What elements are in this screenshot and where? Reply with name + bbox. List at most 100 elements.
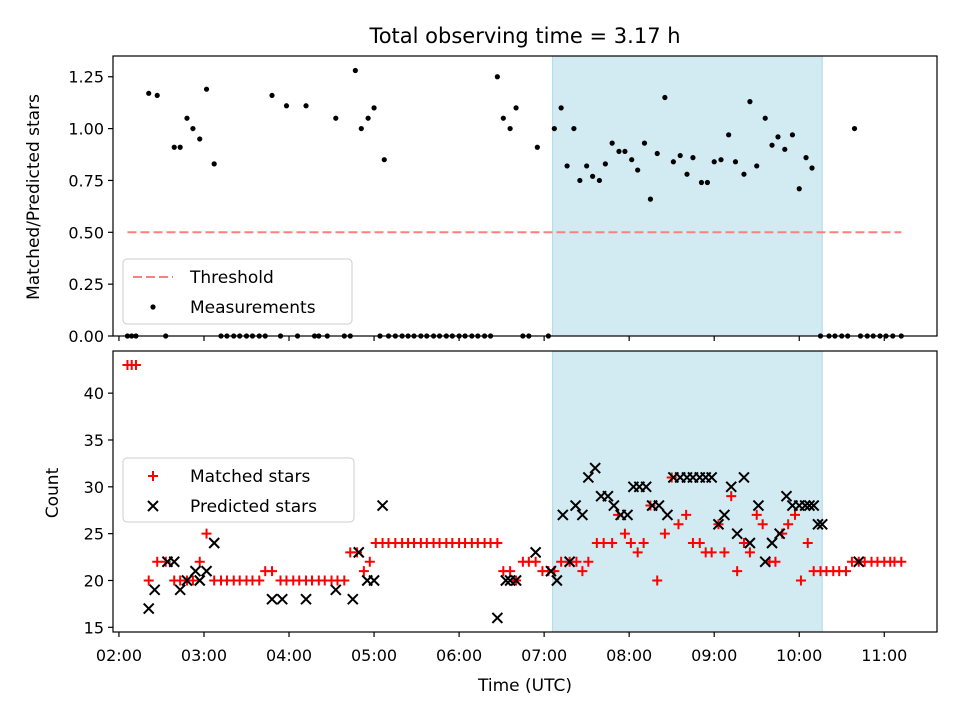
predicted-point <box>510 574 522 587</box>
measurement-point <box>171 144 177 150</box>
panel-frame <box>112 55 938 337</box>
measurement-point <box>775 134 781 140</box>
y-tick-label: 0.25 <box>68 275 104 294</box>
matched-point <box>673 519 684 530</box>
predicted-point <box>368 574 380 587</box>
predicted-point <box>725 481 737 493</box>
legend-label: Matched stars <box>190 467 310 487</box>
matched-point <box>352 547 363 558</box>
predicted-point <box>816 518 828 530</box>
y-tick-label: 20 <box>84 571 104 590</box>
y-tick-label: 15 <box>84 618 104 637</box>
measurement-point <box>571 125 577 132</box>
legend-predicted-swatch <box>147 500 159 512</box>
measurement-point <box>365 115 371 121</box>
matched-point <box>201 528 212 539</box>
matched-point <box>194 556 205 567</box>
measurement-point <box>803 155 809 161</box>
chart-title: Total observing time = 3.17 h <box>368 24 680 48</box>
matched-point <box>577 566 588 577</box>
predicted-point <box>576 509 589 521</box>
measurement-point <box>500 115 506 121</box>
y-tick-label: 35 <box>84 431 104 450</box>
measurement-point <box>677 152 683 159</box>
matched-point <box>795 575 806 586</box>
predicted-point <box>143 602 155 615</box>
measurement-point <box>513 105 519 111</box>
measurement-point <box>303 103 309 109</box>
measurement-point <box>333 115 339 121</box>
measurement-point <box>622 148 628 155</box>
predicted-point <box>738 471 750 484</box>
bottom-y-axis-label: Count <box>43 467 63 518</box>
x-tick-label: 04:00 <box>266 646 312 665</box>
predicted-point <box>773 527 786 540</box>
predicted-point <box>266 593 278 605</box>
measurement-point <box>711 159 717 165</box>
matched-point <box>598 538 609 549</box>
matched-point <box>358 566 369 577</box>
predicted-point <box>200 565 213 577</box>
measurement-point <box>762 115 768 121</box>
predicted-point <box>194 574 206 587</box>
predicted-point <box>589 462 601 474</box>
measurement-point <box>534 144 540 150</box>
matched-point <box>652 575 663 586</box>
x-axis-label: Time (UTC) <box>477 676 572 696</box>
measurement-point <box>789 132 796 138</box>
measurement-point <box>564 163 570 169</box>
x-tick-label: 10:00 <box>776 646 822 665</box>
matched-point <box>638 538 649 549</box>
matched-point <box>187 575 198 586</box>
predicted-point <box>500 574 512 587</box>
measurement-point <box>670 159 676 165</box>
measurement-point <box>352 67 358 74</box>
predicted-point <box>712 518 725 530</box>
measurement-point <box>754 163 760 169</box>
highlight-span <box>552 55 823 337</box>
matched-point <box>738 538 749 549</box>
matched-point <box>645 500 656 511</box>
measurement-point <box>641 140 648 146</box>
matched-point <box>659 528 670 539</box>
predicted-point <box>174 584 186 596</box>
y-tick-label: 40 <box>84 384 104 403</box>
measurement-point <box>190 125 196 132</box>
predicted-point <box>376 499 389 512</box>
measurement-point <box>590 173 596 179</box>
predicted-point <box>208 537 220 549</box>
matched-point <box>802 538 813 549</box>
predicted-point <box>799 499 811 512</box>
predicted-point <box>563 556 576 568</box>
predicted-point <box>718 509 731 521</box>
predicted-point <box>744 537 756 549</box>
x-tick-label: 05:00 <box>351 646 397 665</box>
matched-point <box>789 509 800 520</box>
measurement-point <box>602 161 608 167</box>
measurement-point <box>726 132 732 138</box>
measurement-point <box>609 140 615 146</box>
matched-point <box>571 556 582 567</box>
measurement-point <box>732 159 739 165</box>
predicted-point <box>557 509 569 521</box>
matched-point <box>694 538 705 549</box>
measurement-point <box>718 157 724 163</box>
measurement-point <box>584 163 590 169</box>
measurement-point <box>283 103 290 109</box>
matched-point <box>619 528 630 539</box>
measurement-point <box>662 94 668 101</box>
x-tick-label: 07:00 <box>521 646 567 665</box>
y-tick-label: 25 <box>84 525 104 544</box>
legend-label: Measurements <box>190 298 316 318</box>
x-tick-label: 09:00 <box>691 646 737 665</box>
measurement-point <box>704 179 711 186</box>
predicted-point <box>621 509 634 521</box>
predicted-point <box>602 490 614 502</box>
matched-point <box>492 538 503 549</box>
measurement-point <box>184 115 190 121</box>
predicted-point <box>529 546 542 559</box>
measurement-point <box>654 150 660 157</box>
measurement-point <box>494 74 500 80</box>
matched-point <box>160 556 171 567</box>
